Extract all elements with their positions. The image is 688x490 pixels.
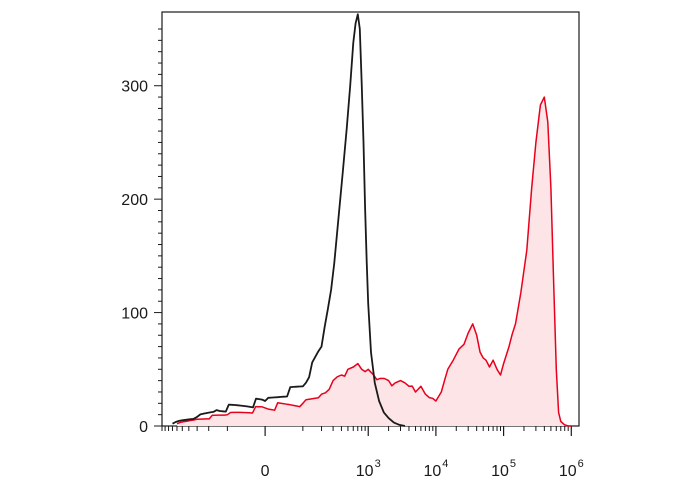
x-tick-label: 104 (423, 458, 448, 480)
x-tick-base: 10 (491, 463, 509, 480)
series-layer (172, 13, 572, 427)
series-fill-area (177, 97, 572, 426)
red-histogram-line (176, 96, 572, 427)
black-histogram-line (172, 13, 406, 427)
y-tick-label: 0 (139, 419, 148, 436)
x-axis: 0 103 104 105 106 (161, 426, 584, 480)
y-tick-label: 100 (121, 306, 148, 323)
x-tick-base: 10 (559, 463, 577, 480)
x-tick-label: 0 (261, 463, 270, 480)
x-tick-exponent: 4 (442, 458, 448, 470)
x-tick-label: 105 (491, 458, 516, 480)
y-tick-label: 300 (121, 79, 148, 96)
x-tick-exponent: 5 (510, 458, 516, 470)
x-tick-label: 106 (559, 458, 584, 480)
y-tick-label: 200 (121, 192, 148, 209)
x-tick-exponent: 6 (578, 458, 584, 470)
x-tick-base: 10 (423, 463, 441, 480)
x-tick-base: 0 (261, 463, 270, 480)
y-axis: 0 100 200 300 (121, 28, 162, 436)
x-tick-base: 10 (356, 463, 374, 480)
x-tick-label: 103 (356, 458, 381, 480)
x-tick-exponent: 3 (375, 458, 381, 470)
